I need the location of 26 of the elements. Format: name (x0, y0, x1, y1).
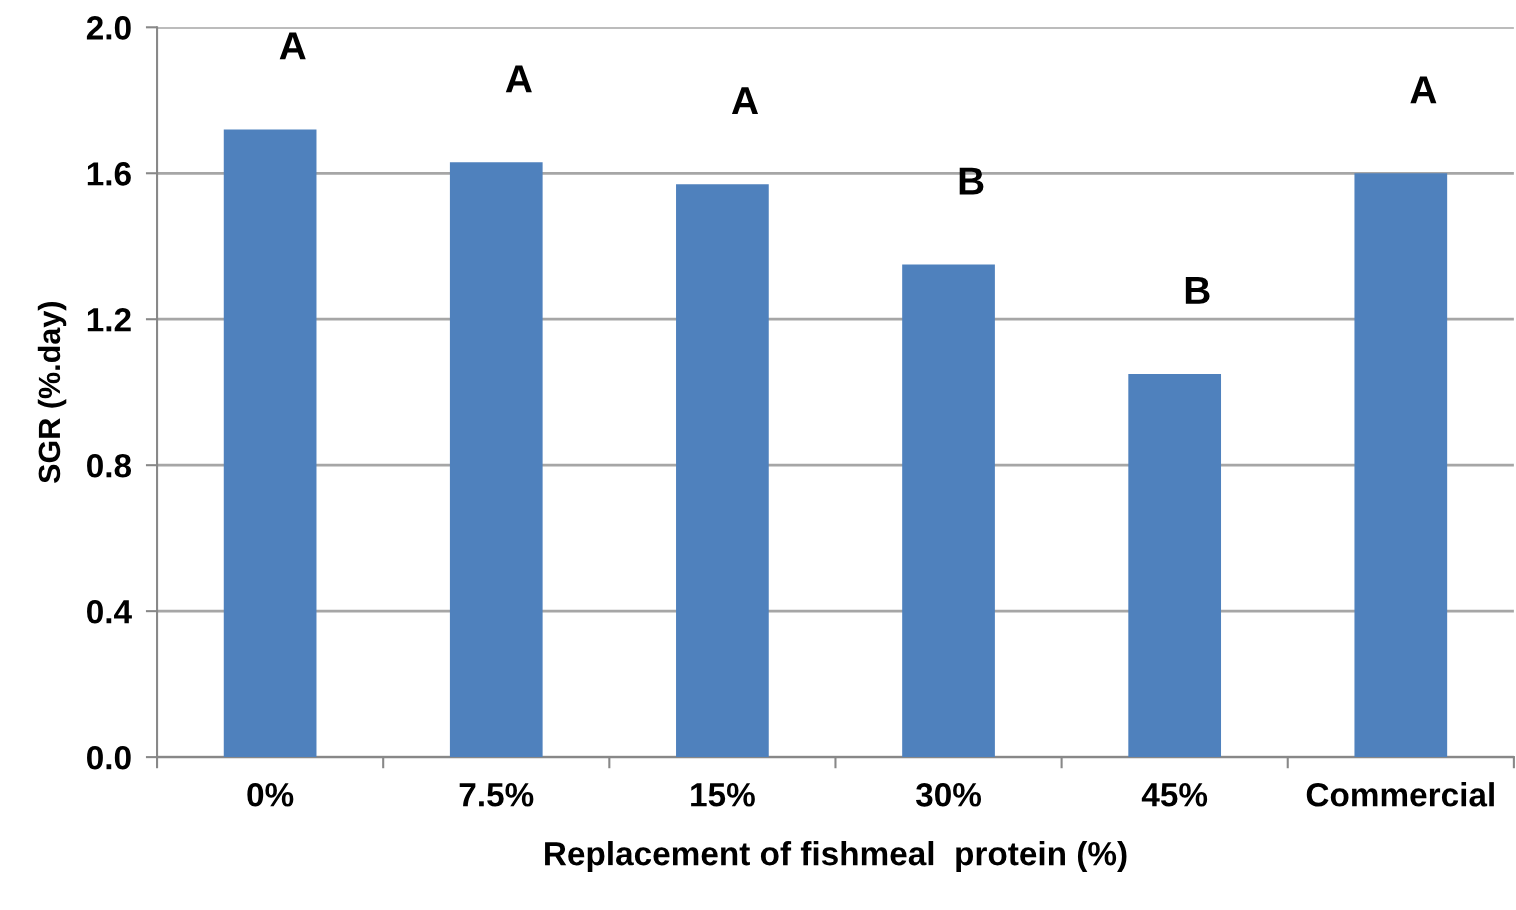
data-label: A (279, 32, 306, 60)
data-label: A (505, 65, 532, 93)
bar (902, 264, 995, 758)
y-tick-label: 1.2 (87, 308, 131, 332)
x-tick-label: 0% (247, 783, 294, 807)
x-tick-label: 7.5% (459, 783, 534, 807)
x-tick-label: Commercial (1306, 782, 1494, 807)
x-tick-label: 45% (1141, 783, 1208, 807)
y-axis-title: SGR (%.day) (37, 302, 67, 484)
y-tick-label: 0.0 (87, 745, 131, 770)
y-tick-label: 1.6 (87, 162, 131, 186)
data-label: A (731, 87, 759, 115)
y-tick-label: 0.4 (87, 599, 132, 624)
bar (1354, 173, 1448, 758)
x-axis-title: Replacement of fishmeal protein (%) (545, 840, 1127, 873)
bar (223, 129, 317, 758)
data-label: A (1410, 76, 1437, 104)
data-label: B (959, 167, 984, 195)
y-tick-label: 2.0 (86, 16, 131, 40)
bar (449, 162, 543, 758)
bar (1128, 373, 1222, 758)
x-tick-label: 30% (915, 783, 982, 807)
data-label: B (1185, 277, 1210, 304)
y-tick-label: 0.8 (87, 453, 132, 478)
bar (676, 184, 769, 758)
x-tick-label: 15% (691, 783, 755, 807)
